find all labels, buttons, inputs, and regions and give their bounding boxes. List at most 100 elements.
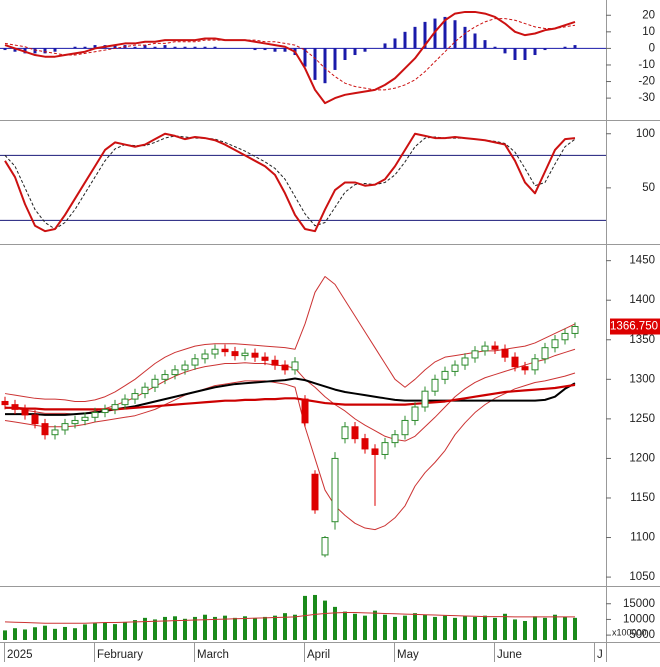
- candle-body: [171, 369, 179, 376]
- volume-bar: [263, 616, 267, 640]
- volume-bar: [243, 616, 247, 640]
- volume-bar: [523, 620, 527, 640]
- volume-bar: [43, 625, 47, 640]
- histogram-bar: [33, 48, 37, 54]
- volume-bar: [343, 611, 347, 640]
- histogram-bar: [403, 31, 407, 49]
- candle-body: [71, 419, 79, 425]
- histogram-bar: [443, 16, 447, 49]
- histogram-bar: [203, 46, 207, 49]
- candle-body: [271, 359, 279, 366]
- histogram-bar: [473, 33, 477, 49]
- y-tick-label: 1400: [629, 294, 655, 306]
- candle-body: [281, 364, 289, 371]
- histogram-bar: [353, 48, 357, 56]
- volume-bar: [143, 617, 147, 640]
- series-line: [4, 275, 576, 402]
- series-line: [5, 377, 576, 416]
- volume-bar: [3, 630, 7, 640]
- histogram-bar: [423, 21, 427, 49]
- y-tick-label: 1350: [629, 334, 655, 346]
- candle-body: [461, 357, 469, 366]
- volume-bar: [433, 616, 437, 640]
- x-tick-label: March: [197, 649, 229, 661]
- volume-bar: [273, 615, 277, 640]
- y-tick-label: 20: [642, 9, 655, 21]
- histogram-bar: [133, 46, 137, 49]
- volume-bar: [93, 623, 97, 640]
- histogram-bar: [113, 45, 117, 49]
- histogram-bar: [533, 48, 537, 56]
- candle-body: [401, 419, 409, 436]
- volume-bar: [513, 619, 517, 640]
- candle-body: [151, 378, 159, 388]
- histogram-bar: [383, 43, 387, 49]
- series-line: [4, 18, 576, 91]
- histogram-bar: [333, 48, 337, 70]
- last-price-box: [610, 318, 660, 335]
- volume-bar: [173, 616, 177, 640]
- x-tick-label: February: [97, 649, 143, 661]
- volume-bar: [373, 610, 377, 640]
- candle-body: [321, 537, 329, 556]
- candle-body: [561, 332, 569, 341]
- candle-body: [511, 356, 519, 368]
- candle-body: [21, 408, 29, 416]
- candle-body: [541, 347, 549, 360]
- volume-bar: [103, 622, 107, 640]
- volume-bar: [333, 606, 337, 640]
- volume-bar: [313, 594, 317, 640]
- volume-bar: [283, 613, 287, 640]
- histogram-bar: [483, 40, 487, 49]
- candle-body: [41, 423, 49, 436]
- x-tick-label: April: [307, 649, 330, 661]
- volume-bar: [33, 627, 37, 640]
- candle-body: [81, 416, 89, 421]
- volume-bar: [493, 617, 497, 640]
- volume-bar: [233, 617, 237, 640]
- candle-body: [531, 358, 539, 371]
- histogram-bar: [563, 46, 567, 49]
- histogram-bar: [3, 48, 7, 51]
- volume-bar: [163, 616, 167, 640]
- candle-body: [341, 426, 349, 440]
- volume-bar: [463, 616, 467, 640]
- histogram-bar: [163, 45, 167, 49]
- x-tick-label: 2025: [7, 649, 33, 661]
- candle-body: [211, 348, 219, 355]
- candle-body: [351, 426, 359, 440]
- volume-bar: [153, 619, 157, 640]
- candle-body: [371, 448, 379, 455]
- candle-body: [431, 378, 439, 392]
- y-tick-label: 50: [642, 182, 655, 194]
- volume-bar: [13, 628, 17, 640]
- candle-body: [451, 364, 459, 372]
- volume-bar: [533, 616, 537, 640]
- candle-body: [181, 364, 189, 371]
- volume-bar: [133, 620, 137, 640]
- x-tick-label: May: [397, 649, 419, 661]
- x-tick-label: J: [597, 649, 603, 661]
- series-line: [4, 612, 575, 624]
- histogram-bar: [73, 46, 77, 49]
- histogram-bar: [303, 48, 307, 67]
- candle-body: [481, 345, 489, 352]
- series-line: [4, 132, 576, 233]
- volume-bar: [123, 621, 127, 640]
- y-tick-label: 1150: [630, 492, 655, 504]
- volume-bar: [563, 616, 567, 640]
- candle-body: [201, 353, 209, 360]
- histogram-bar: [503, 48, 507, 54]
- candle-body: [361, 438, 369, 450]
- candle-body: [571, 326, 579, 334]
- volume-bar: [193, 616, 197, 640]
- histogram-bar: [323, 48, 327, 84]
- histogram-bar: [283, 48, 287, 52]
- volume-bar: [223, 615, 227, 640]
- y-tick-label: -30: [638, 92, 655, 104]
- y-tick-label: -10: [638, 59, 655, 71]
- candle-body: [101, 408, 109, 414]
- volume-bar: [473, 616, 477, 640]
